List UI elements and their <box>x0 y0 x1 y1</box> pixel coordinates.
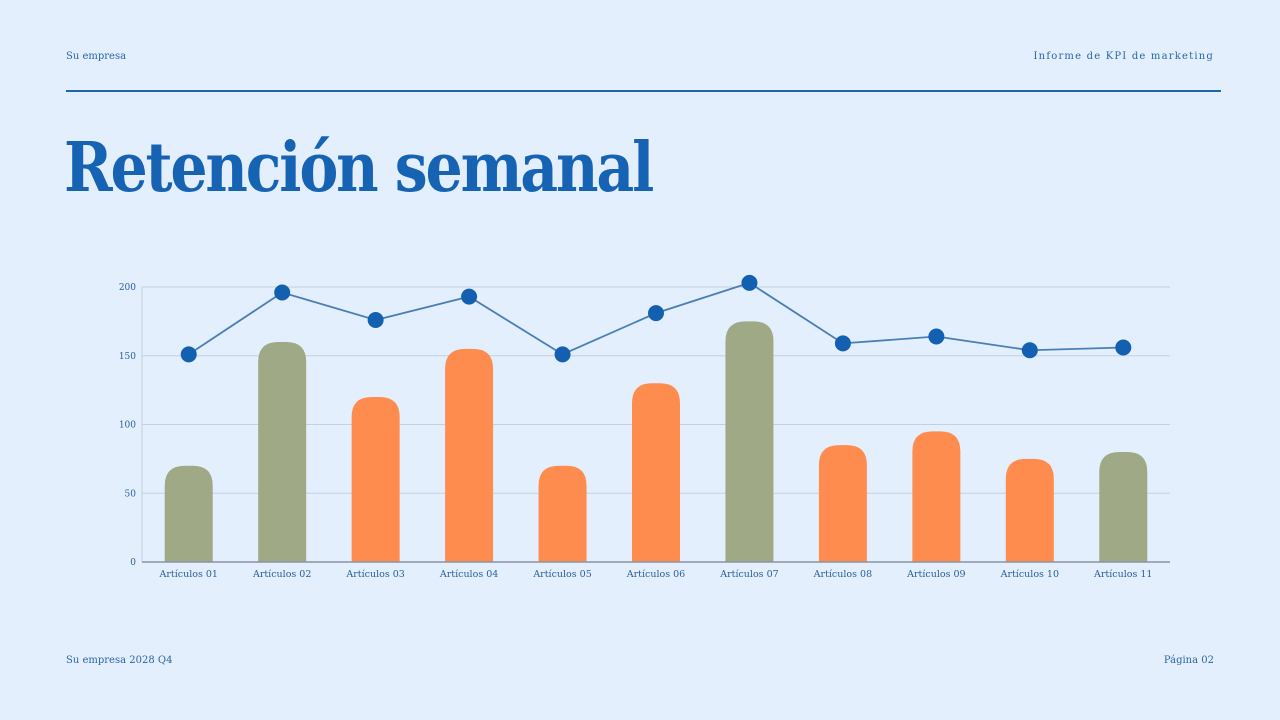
bar <box>258 342 307 562</box>
y-tick-label: 0 <box>130 558 136 568</box>
bar <box>632 383 680 562</box>
data-point-marker <box>554 346 571 363</box>
bar <box>164 465 213 562</box>
y-tick-label: 200 <box>119 283 136 293</box>
data-point-marker <box>928 328 945 345</box>
data-point-marker <box>367 312 384 328</box>
x-tick-label: Artículos 02 <box>252 569 311 580</box>
x-tick-label: Artículos 09 <box>906 569 965 580</box>
page-number: Página 02 <box>1163 655 1214 666</box>
data-point-marker <box>648 305 664 322</box>
y-tick-label: 100 <box>119 421 136 431</box>
bar <box>1005 458 1054 562</box>
data-point-marker <box>1021 342 1038 359</box>
data-point-marker <box>1115 339 1132 356</box>
x-tick-label: Artículos 05 <box>532 569 591 580</box>
x-tick-label: Artículos 04 <box>439 569 498 580</box>
x-tick-label: Artículos 07 <box>719 569 778 580</box>
x-tick-label: Artículos 01 <box>159 569 218 580</box>
y-tick-label: 50 <box>125 489 137 499</box>
header-divider <box>66 90 1221 92</box>
company-name: Su empresa <box>66 51 127 62</box>
x-tick-label: Artículos 06 <box>626 569 685 580</box>
bar <box>351 397 400 562</box>
data-point-marker <box>834 335 851 352</box>
bar <box>912 431 961 562</box>
bar <box>445 348 494 562</box>
data-point-marker <box>741 274 758 291</box>
data-point-marker <box>461 288 478 305</box>
report-title: Informe de KPI de marketing <box>1033 51 1214 62</box>
x-tick-label: Artículos 11 <box>1093 569 1152 580</box>
bar <box>725 321 774 562</box>
x-tick-label: Artículos 03 <box>345 569 404 580</box>
x-tick-label: Artículos 10 <box>1000 569 1059 580</box>
data-point-marker <box>180 346 197 363</box>
x-tick-label: Artículos 08 <box>813 569 872 580</box>
bar <box>1099 452 1148 562</box>
bar <box>818 445 867 562</box>
data-point-marker <box>274 284 291 301</box>
y-tick-label: 150 <box>119 352 136 362</box>
footer-period: Su empresa 2028 Q4 <box>66 655 173 666</box>
bar <box>538 465 587 562</box>
page-title: Retención semanal <box>64 128 654 208</box>
